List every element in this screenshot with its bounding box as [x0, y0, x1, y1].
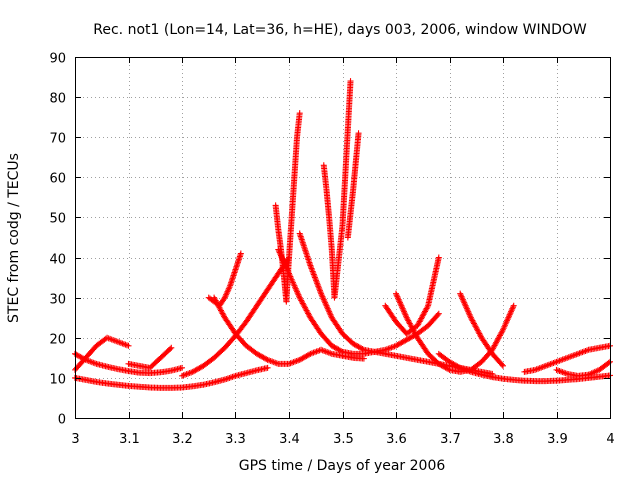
axis-ticks: 3 3.1 3.2 3.3 3.4 3.5 3.6 3.7 3.8 3.9 401020304050…: [49, 52, 614, 448]
data-point: [424, 304, 431, 311]
series-arc-8: [272, 110, 303, 305]
series-arc-6: [205, 250, 244, 309]
data-point: [435, 254, 442, 261]
series-arc-14: [393, 290, 517, 375]
x-tick-label: 3.6: [386, 432, 407, 447]
y-tick-label: 10: [49, 373, 66, 388]
series-arc-9: [275, 246, 442, 357]
series-arc-2: [72, 350, 185, 377]
data-point: [355, 130, 362, 137]
series-arc-3: [72, 334, 132, 373]
x-tick-label: 4: [606, 432, 614, 447]
data-point: [434, 311, 441, 318]
series-arc-4: [125, 344, 175, 371]
y-tick-label: 80: [49, 92, 66, 107]
x-tick-label: 3.4: [279, 432, 300, 447]
y-tick-label: 30: [49, 293, 66, 308]
y-tick-label: 70: [49, 132, 66, 147]
data-point: [498, 361, 505, 368]
data-point: [445, 366, 452, 373]
y-tick-label: 90: [49, 52, 66, 67]
series-arc-7: [211, 294, 367, 367]
data-point: [359, 346, 366, 353]
x-tick-label: 3.9: [547, 432, 568, 447]
data-point: [306, 351, 313, 358]
x-tick-label: 3: [71, 432, 79, 447]
series-arc-11: [344, 130, 362, 241]
data-point: [263, 356, 270, 363]
chart-title: Rec. not1 (Lon=14, Lat=36, h=HE), days 0…: [93, 22, 587, 38]
data-point: [264, 364, 271, 371]
y-tick-label: 0: [58, 413, 66, 428]
x-axis-label: GPS time / Days of year 2006: [239, 458, 446, 474]
x-tick-label: 3.1: [119, 432, 140, 447]
x-tick-label: 3.3: [225, 432, 246, 447]
x-tick-label: 3.8: [493, 432, 514, 447]
data-point: [237, 250, 244, 257]
data-point: [167, 345, 174, 352]
data-point: [510, 302, 517, 309]
data-point: [500, 362, 506, 369]
series-arc-10: [320, 78, 354, 301]
series-arc-16: [435, 350, 613, 385]
y-tick-label: 20: [49, 333, 66, 348]
y-tick-label: 40: [49, 253, 66, 268]
data-point: [125, 342, 132, 349]
data-point: [499, 328, 506, 335]
series-arc-18: [553, 358, 613, 379]
data-point: [168, 344, 175, 351]
series-arc-15: [457, 290, 506, 369]
data-point: [296, 110, 303, 117]
grid: [75, 57, 610, 418]
data-point: [455, 364, 462, 371]
y-tick-label: 50: [49, 212, 66, 227]
x-tick-label: 3.5: [333, 432, 354, 447]
series-arc-17: [521, 342, 613, 375]
series-arc-5: [179, 254, 292, 379]
data-point: [435, 310, 442, 317]
y-axis-label: STEC from codg / TECUs: [6, 153, 22, 323]
x-tick-label: 3.7: [440, 432, 461, 447]
data-point: [338, 348, 345, 355]
data-point: [347, 78, 354, 85]
data-point: [179, 364, 185, 371]
y-tick-label: 60: [49, 172, 66, 187]
data-points: [72, 78, 613, 391]
x-tick-label: 3.2: [172, 432, 193, 447]
